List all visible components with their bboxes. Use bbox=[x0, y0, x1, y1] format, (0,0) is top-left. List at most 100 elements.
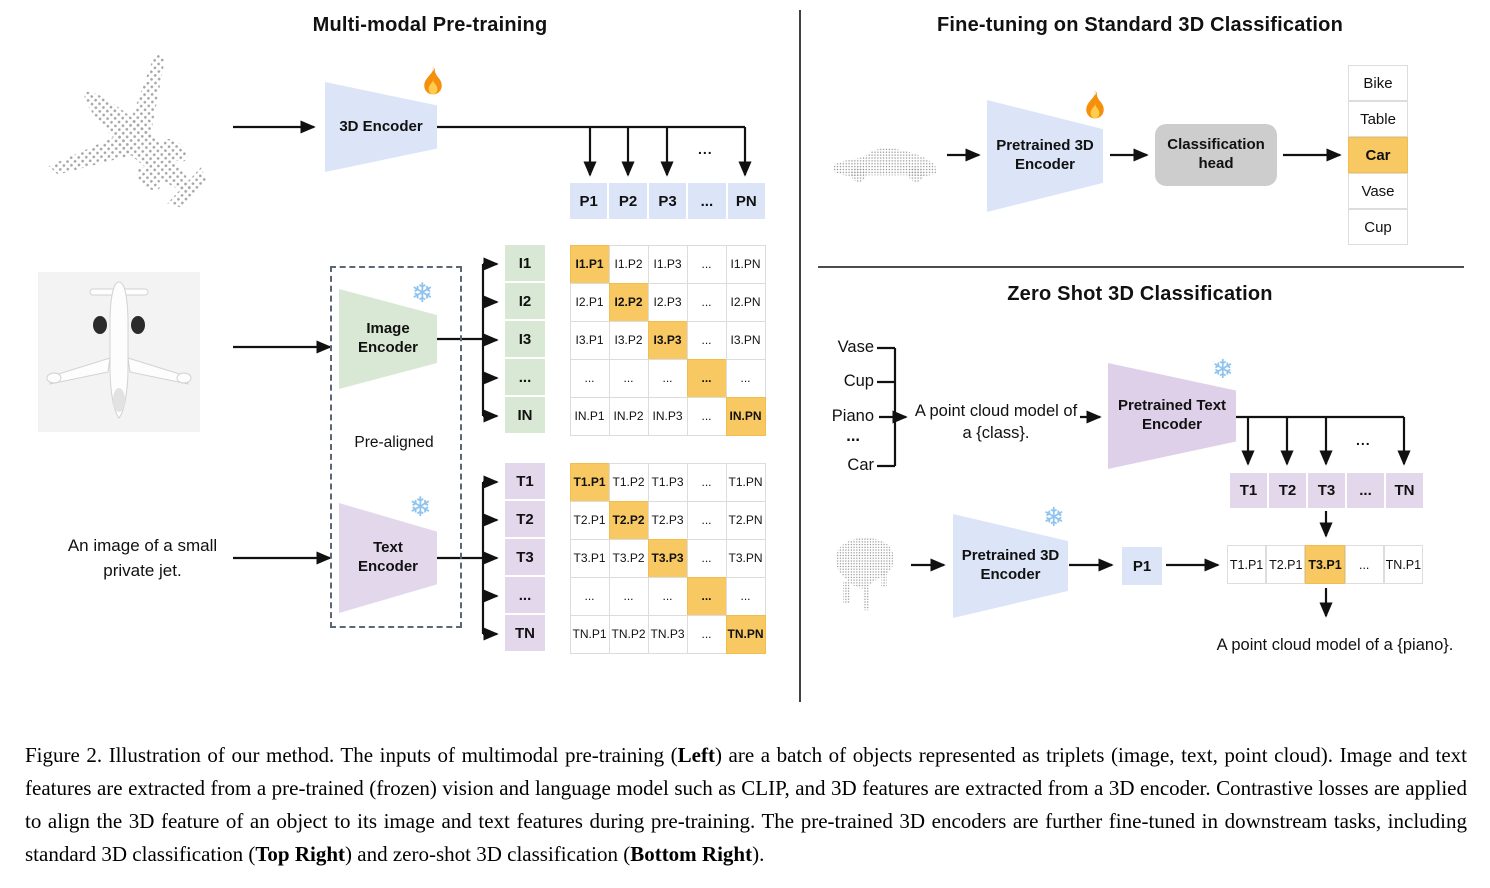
i-matrix-r0c3: ... bbox=[686, 244, 727, 284]
t-matrix-r2c0: T3.P1 bbox=[569, 538, 610, 578]
t-matrix-r0c0: T1.P1 bbox=[569, 462, 610, 502]
class-list-cell-3: Vase bbox=[1348, 173, 1408, 209]
i-matrix: I1.P1 I1.P2 I1.P3... I1.PN I2.P1 I2.P2 I2.P3..… bbox=[569, 244, 766, 436]
t-matrix-r2c4: T3.PN bbox=[725, 538, 766, 578]
caption-segment: ). bbox=[752, 842, 765, 866]
caption-segment: ) are a batch of objects represented as … bbox=[25, 743, 1467, 866]
zs-t-row-cell-1: T2 bbox=[1269, 473, 1306, 508]
i-matrix-r1c0: I2.P1 bbox=[569, 282, 610, 322]
t-column-cell-3: ... bbox=[505, 577, 545, 613]
t-matrix-r2c3: ... bbox=[686, 538, 727, 578]
fire-icon bbox=[424, 65, 442, 95]
zs-class-ellipsis: ... bbox=[846, 427, 860, 445]
prompt-line2: a {class}. bbox=[962, 424, 1030, 442]
zs-result-row: T1.P1 T2.P1 T3.P1... TN.P1 bbox=[1227, 545, 1423, 584]
zs-class-cup: Cup bbox=[843, 372, 874, 390]
zs-output-text: A point cloud model of a {piano}. bbox=[1216, 636, 1454, 654]
p-row: P1 P2 P3... PN bbox=[570, 183, 765, 219]
i-matrix-r3c4: ... bbox=[725, 358, 766, 398]
i-column-cell-2: I3 bbox=[505, 321, 545, 357]
pretrained-text-encoder-label: Pretrained Text Encoder bbox=[1117, 397, 1227, 433]
zs-t-row-cell-4: TN bbox=[1386, 473, 1423, 508]
t-matrix-r2c1: T3.P2 bbox=[608, 538, 649, 578]
snowflake-icon: ❄ bbox=[409, 492, 432, 523]
t-column-cell-2: T3 bbox=[505, 539, 545, 575]
airplane-point-cloud bbox=[48, 55, 207, 209]
i-matrix-r2c1: I3.P2 bbox=[608, 320, 649, 360]
t-matrix-r1c1: T2.P2 bbox=[608, 500, 649, 540]
t-matrix: T1.P1 T1.P2 T1.P3... T1.PN T2.P1 T2.P2 T2.P3..… bbox=[569, 462, 766, 654]
t-column-cell-1: T2 bbox=[505, 501, 545, 537]
zs-class-car: Car bbox=[847, 456, 874, 474]
p-row-cell-2: P3 bbox=[648, 183, 687, 219]
prompt-line1: A point cloud model of bbox=[914, 402, 1078, 420]
caption-bold-segment: Left bbox=[677, 743, 715, 767]
i-column-cell-0: I1 bbox=[505, 245, 545, 281]
caption-segment: ) and zero-shot 3D classification ( bbox=[345, 842, 631, 866]
i-matrix-r1c4: I2.PN bbox=[725, 282, 766, 322]
zs-t-row-cell-3: ... bbox=[1347, 473, 1384, 508]
i-matrix-r4c4: IN.PN bbox=[725, 396, 766, 436]
snowflake-icon: ❄ bbox=[1212, 355, 1234, 385]
p-row-cell-0: P1 bbox=[570, 183, 608, 219]
i-matrix-r3c2: ... bbox=[647, 358, 688, 398]
pre-aligned-box bbox=[330, 266, 462, 628]
i-matrix-r1c1: I2.P2 bbox=[608, 282, 649, 322]
piano-point-cloud bbox=[835, 537, 894, 611]
i-matrix-r3c3: ... bbox=[686, 358, 727, 398]
i-column-cell-3: ... bbox=[505, 359, 545, 395]
t-matrix-r4c0: TN.P1 bbox=[569, 614, 610, 654]
t-matrix-r4c3: ... bbox=[686, 614, 727, 654]
t-matrix-r4c1: TN.P2 bbox=[608, 614, 649, 654]
ellipsis-p-arrows: ... bbox=[698, 141, 713, 157]
text-encoder-label: Text Encoder bbox=[357, 539, 418, 575]
3d-encoder-label: 3D Encoder bbox=[339, 117, 423, 135]
figure-caption: Figure 2. Illustration of our method. Th… bbox=[25, 739, 1467, 871]
t-matrix-r3c3: ... bbox=[686, 576, 727, 616]
t-matrix-r0c1: T1.P2 bbox=[608, 462, 649, 502]
class-list-cell-2: Car bbox=[1348, 137, 1408, 173]
zs-result-row-cell-0: T1.P1 bbox=[1227, 545, 1267, 584]
t-matrix-r4c2: TN.P3 bbox=[647, 614, 688, 654]
zs-t-row: T1 T2 T3... TN bbox=[1230, 473, 1423, 508]
image-encoder-label: Image Encoder bbox=[357, 320, 418, 356]
classification-head-label: Classification head bbox=[1167, 136, 1265, 172]
prompt-text: A point cloud model of a {class}. bbox=[913, 400, 1079, 444]
t-column-cell-4: TN bbox=[505, 615, 545, 651]
t-column-cell-0: T1 bbox=[505, 463, 545, 499]
i-matrix-r1c3: ... bbox=[686, 282, 727, 322]
right-bottom-title: Zero Shot 3D Classification bbox=[1007, 283, 1273, 305]
p-row-cell-3: ... bbox=[688, 183, 726, 219]
i-matrix-r3c1: ... bbox=[608, 358, 649, 398]
caption-bold-segment: Top Right bbox=[255, 842, 346, 866]
caption-bold-segment: Bottom Right bbox=[630, 842, 753, 866]
ellipsis-t-arrows: ... bbox=[1356, 432, 1371, 448]
pre-aligned-label: Pre-aligned bbox=[354, 434, 434, 451]
right-top-title: Fine-tuning on Standard 3D Classificatio… bbox=[936, 14, 1343, 36]
zs-t-row-cell-2: T3 bbox=[1308, 473, 1345, 508]
t-matrix-r1c3: ... bbox=[686, 500, 727, 540]
zs-result-row-cell-1: T2.P1 bbox=[1266, 545, 1306, 584]
left-panel-title: Multi-modal Pre-training bbox=[312, 14, 548, 36]
pretrained-3d-encoder-zs-label: Pretrained 3D Encoder bbox=[961, 547, 1060, 583]
t-matrix-r0c3: ... bbox=[686, 462, 727, 502]
t-matrix-r0c2: T1.P3 bbox=[647, 462, 688, 502]
caption-segment: Figure 2. Illustration of our method. Th… bbox=[25, 743, 678, 767]
snowflake-icon: ❄ bbox=[411, 278, 434, 309]
i-column-cell-1: I2 bbox=[505, 283, 545, 319]
zs-result-row-cell-4: TN.P1 bbox=[1383, 545, 1423, 584]
class-list-cell-1: Table bbox=[1348, 101, 1408, 137]
zs-class-vase: Vase bbox=[837, 338, 874, 356]
i-matrix-r2c2: I3.P3 bbox=[647, 320, 688, 360]
i-matrix-r4c3: ... bbox=[686, 396, 727, 436]
classification-head: Classification head bbox=[1155, 124, 1277, 186]
i-matrix-r1c2: I2.P3 bbox=[647, 282, 688, 322]
t-matrix-r3c2: ... bbox=[647, 576, 688, 616]
snowflake-icon: ❄ bbox=[1043, 503, 1065, 533]
t-matrix-r1c2: T2.P3 bbox=[647, 500, 688, 540]
t-matrix-r3c1: ... bbox=[608, 576, 649, 616]
i-matrix-r3c0: ... bbox=[569, 358, 610, 398]
class-list-cell-0: Bike bbox=[1348, 65, 1408, 101]
class-list-cell-4: Cup bbox=[1348, 209, 1408, 245]
